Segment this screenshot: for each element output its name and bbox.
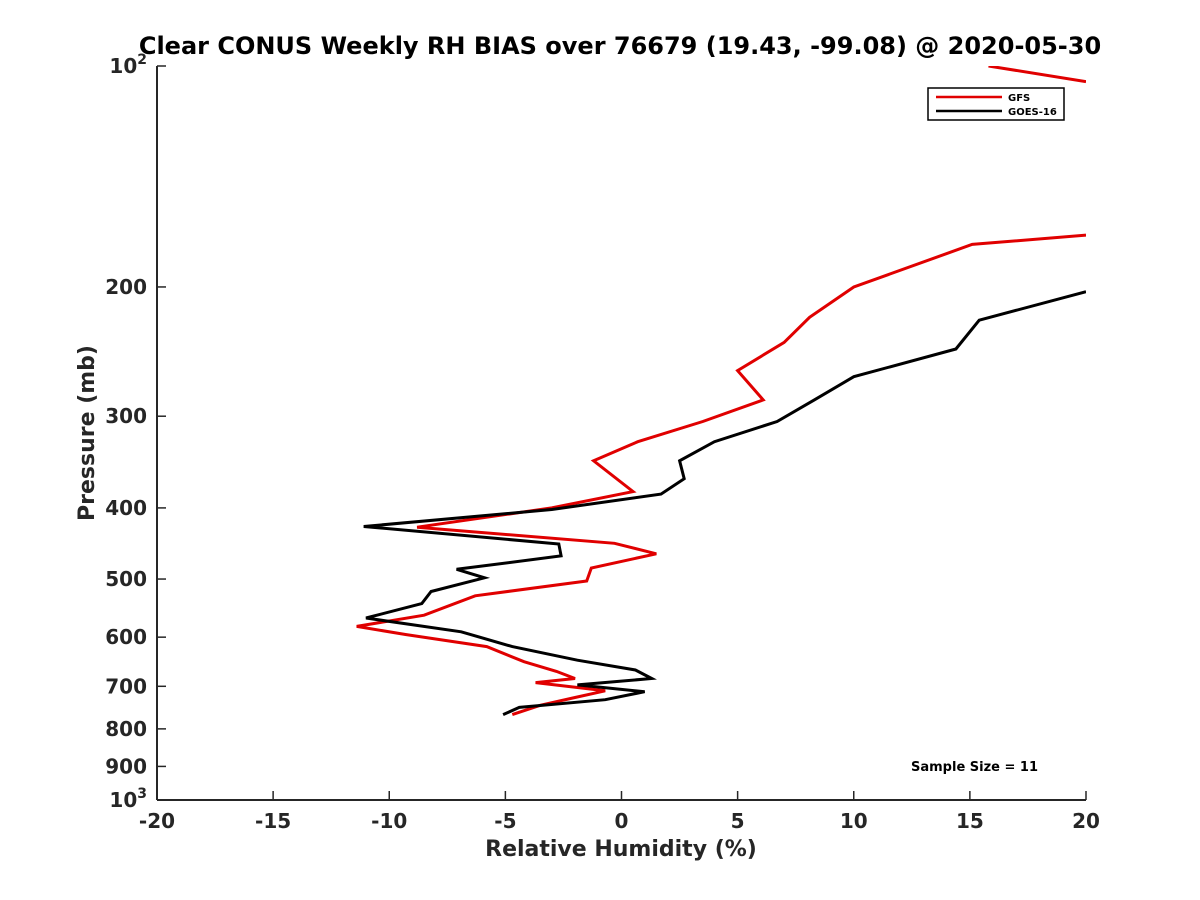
x-tick-label: 0 xyxy=(615,809,629,833)
legend: GFS GOES-16 xyxy=(927,87,1065,121)
y-tick-label: 200 xyxy=(105,275,147,299)
chart-title: Clear CONUS Weekly RH BIAS over 76679 (1… xyxy=(139,32,1101,60)
y-tick-label: 300 xyxy=(105,404,147,428)
x-tick-label: -15 xyxy=(255,809,291,833)
y-tick-label: 900 xyxy=(105,754,147,778)
x-tick-label: 10 xyxy=(840,809,868,833)
y-tick-label: 700 xyxy=(105,674,147,698)
x-axis-label: Relative Humidity (%) xyxy=(485,837,757,862)
series-line-goes16 xyxy=(363,290,1086,716)
legend-label-gfs: GFS xyxy=(1008,93,1030,104)
legend-label-goes16: GOES-16 xyxy=(1008,107,1057,118)
series-line-gfs-top xyxy=(988,66,1086,84)
y-tick-label: 103 xyxy=(109,786,147,812)
series-layer xyxy=(356,66,1086,717)
sample-size-annotation: Sample Size = 11 xyxy=(911,760,1038,775)
y-tick-label-base: 10 xyxy=(109,788,137,812)
y-tick-label: 800 xyxy=(105,717,147,741)
y-tick-label-exponent: 3 xyxy=(137,786,147,802)
plot-background xyxy=(157,66,1086,800)
x-tick-label: 5 xyxy=(731,809,745,833)
y-tick-label: 102 xyxy=(109,52,147,78)
x-tick-label: 15 xyxy=(956,809,984,833)
x-tick-label: -5 xyxy=(494,809,516,833)
y-tick-label: 400 xyxy=(105,496,147,520)
plot-area: -20 -15 -10 -5 0 5 10 15 20 10220030040050060070… xyxy=(105,52,1100,833)
series-line-gfs xyxy=(356,233,1086,717)
x-tick-label: 20 xyxy=(1072,809,1100,833)
y-tick-label-exponent: 2 xyxy=(137,52,147,68)
y-axis-label: Pressure (mb) xyxy=(75,345,100,521)
x-axis-ticks: -20 -15 -10 -5 0 5 10 15 20 xyxy=(139,791,1100,833)
legend-box xyxy=(927,87,1065,121)
y-tick-label-base: 10 xyxy=(109,54,137,78)
x-tick-label: -10 xyxy=(371,809,407,833)
y-tick-label: 500 xyxy=(105,567,147,591)
y-tick-label: 600 xyxy=(105,625,147,649)
x-tick-label: -20 xyxy=(139,809,175,833)
